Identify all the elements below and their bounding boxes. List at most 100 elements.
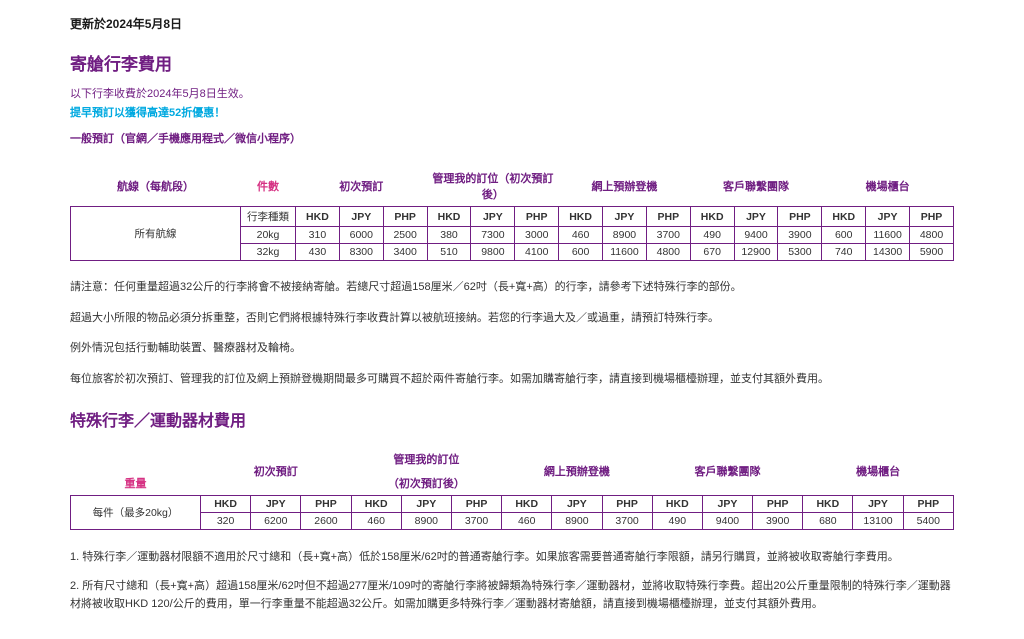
update-date: 更新於2024年5月8日	[70, 15, 954, 32]
hdr2-col-0: 初次預訂	[201, 447, 352, 496]
t1-r1-v13: 14300	[866, 244, 910, 261]
t1-r1-type: 32kg	[241, 244, 296, 261]
hdr2-col-3: 客戶聯繫團隊	[652, 447, 803, 496]
t1-r0-v13: 11600	[866, 227, 910, 244]
t1-r0-v10: 9400	[734, 227, 778, 244]
t1-r1-v8: 4800	[646, 244, 690, 261]
t1-r1-v6: 600	[559, 244, 603, 261]
t2-v9: 490	[652, 513, 702, 530]
section1-sub: 以下行李收費於2024年5月8日生效。	[70, 85, 954, 101]
hdr-col-2: 網上預辦登機	[559, 166, 691, 207]
hdr-col-3: 客戶聯繫團隊	[690, 166, 822, 207]
t1-r0-v4: 7300	[471, 227, 515, 244]
t1-r1-v2: 3400	[383, 244, 427, 261]
t2-curr-2: PHP	[301, 496, 351, 513]
t2-curr-8: PHP	[602, 496, 652, 513]
note-3: 每位旅客於初次預訂、管理我的訂位及網上預辦登機期間最多可購買不超於兩件寄艙行李。…	[70, 371, 954, 388]
t1-curr-12: HKD	[822, 207, 866, 227]
fees-table-2: 重量 初次預訂 管理我的訂位 網上預辦登機 客戶聯繫團隊 機場櫃台 （初次預訂後…	[70, 447, 954, 530]
t1-r0-v7: 8900	[603, 227, 647, 244]
t2-curr-6: HKD	[502, 496, 552, 513]
t1-curr-3: HKD	[427, 207, 471, 227]
t2-v12: 680	[803, 513, 853, 530]
hdr2-col-4: 機場櫃台	[803, 447, 954, 496]
section2-title: 特殊行李／運動器材費用	[70, 407, 954, 431]
table2-row: 320 6200 2600 460 8900 3700 460 8900 370…	[71, 513, 954, 530]
t1-r0-v0: 310	[296, 227, 340, 244]
t1-r1-v7: 11600	[603, 244, 647, 261]
t2-curr-3: HKD	[351, 496, 401, 513]
t2-curr-14: PHP	[903, 496, 953, 513]
section1-promo: 提早預訂以獲得高達52折優惠！	[70, 104, 954, 120]
route-label: 所有航線	[71, 207, 241, 261]
table1-currency-row: 所有航線 行李種類 HKD JPY PHP HKD JPY PHP HKD JP…	[71, 207, 954, 227]
table1-header-row: 航線（每航段） 件數 初次預訂 管理我的訂位（初次預訂後） 網上預辦登機 客戶聯…	[71, 166, 954, 207]
hdr-pieces: 件數	[241, 166, 296, 207]
hdr2-col-1a: 管理我的訂位	[351, 447, 502, 471]
t2-curr-4: JPY	[401, 496, 451, 513]
section1-booking: 一般預訂（官網／手機應用程式／微信小程序）	[70, 130, 954, 146]
t1-curr-8: PHP	[646, 207, 690, 227]
t1-curr-11: PHP	[778, 207, 822, 227]
weight-label: 每件（最多20kg）	[71, 496, 201, 530]
t2-curr-0: HKD	[201, 496, 251, 513]
t1-r0-v5: 3000	[515, 227, 559, 244]
t2-v0: 320	[201, 513, 251, 530]
t1-r1-v1: 8300	[339, 244, 383, 261]
hdr-col-1: 管理我的訂位（初次預訂後）	[427, 166, 559, 207]
table2-currency-row: 每件（最多20kg） HKD JPY PHP HKD JPY PHP HKD J…	[71, 496, 954, 513]
t2-curr-11: PHP	[753, 496, 803, 513]
table2-header-row1: 重量 初次預訂 管理我的訂位 網上預辦登機 客戶聯繫團隊 機場櫃台	[71, 447, 954, 471]
hdr2-weight: 重量	[71, 447, 201, 496]
t2-curr-9: HKD	[652, 496, 702, 513]
t1-r0-v8: 3700	[646, 227, 690, 244]
t2-v11: 3900	[753, 513, 803, 530]
t2-v10: 9400	[702, 513, 752, 530]
t1-r0-v3: 380	[427, 227, 471, 244]
t1-curr-7: JPY	[603, 207, 647, 227]
t1-r0-v9: 490	[690, 227, 734, 244]
t2-v6: 460	[502, 513, 552, 530]
t1-r0-type: 20kg	[241, 227, 296, 244]
t2-v4: 8900	[401, 513, 451, 530]
t1-curr-10: JPY	[734, 207, 778, 227]
t1-r1-v3: 510	[427, 244, 471, 261]
fees-table-1: 航線（每航段） 件數 初次預訂 管理我的訂位（初次預訂後） 網上預辦登機 客戶聯…	[70, 166, 954, 261]
hdr2-col-1b: （初次預訂後）	[351, 471, 502, 496]
t1-r1-v9: 670	[690, 244, 734, 261]
t2-curr-13: JPY	[853, 496, 903, 513]
t1-curr-9: HKD	[690, 207, 734, 227]
t2-curr-12: HKD	[803, 496, 853, 513]
note-2: 例外情況包括行動輔助裝置、醫療器材及輪椅。	[70, 340, 954, 357]
t1-curr-4: JPY	[471, 207, 515, 227]
t2-curr-5: PHP	[451, 496, 501, 513]
t2-v2: 2600	[301, 513, 351, 530]
footnote-1: 2. 所有尺寸總和（長+寬+高）超過158厘米/62吋但不超過277厘米/109…	[70, 577, 954, 614]
t2-v13: 13100	[853, 513, 903, 530]
hdr-col-0: 初次預訂	[296, 166, 428, 207]
t1-r1-v11: 5300	[778, 244, 822, 261]
t2-curr-7: JPY	[552, 496, 602, 513]
t1-r1-v5: 4100	[515, 244, 559, 261]
t1-curr-14: PHP	[910, 207, 954, 227]
t1-curr-2: PHP	[383, 207, 427, 227]
t2-curr-10: JPY	[702, 496, 752, 513]
note-1: 超過大小所限的物品必須分拆重整，否則它們將根據特殊行李收費計算以被航班接納。若您…	[70, 310, 954, 327]
type-col-label: 行李種類	[241, 207, 296, 227]
footnote-0: 1. 特殊行李／運動器材限額不適用於尺寸總和（長+寬+高）低於158厘米/62吋…	[70, 548, 954, 567]
t2-curr-1: JPY	[251, 496, 301, 513]
t1-r1-v10: 12900	[734, 244, 778, 261]
hdr-route: 航線（每航段）	[71, 166, 241, 207]
t1-r0-v2: 2500	[383, 227, 427, 244]
t1-r1-v0: 430	[296, 244, 340, 261]
t1-curr-6: HKD	[559, 207, 603, 227]
t1-curr-0: HKD	[296, 207, 340, 227]
t1-curr-13: JPY	[866, 207, 910, 227]
hdr-col-4: 機場櫃台	[822, 166, 954, 207]
t1-r0-v6: 460	[559, 227, 603, 244]
t1-r1-v12: 740	[822, 244, 866, 261]
t2-v7: 8900	[552, 513, 602, 530]
section1-title: 寄艙行李費用	[70, 50, 954, 75]
t1-r0-v11: 3900	[778, 227, 822, 244]
t1-curr-5: PHP	[515, 207, 559, 227]
